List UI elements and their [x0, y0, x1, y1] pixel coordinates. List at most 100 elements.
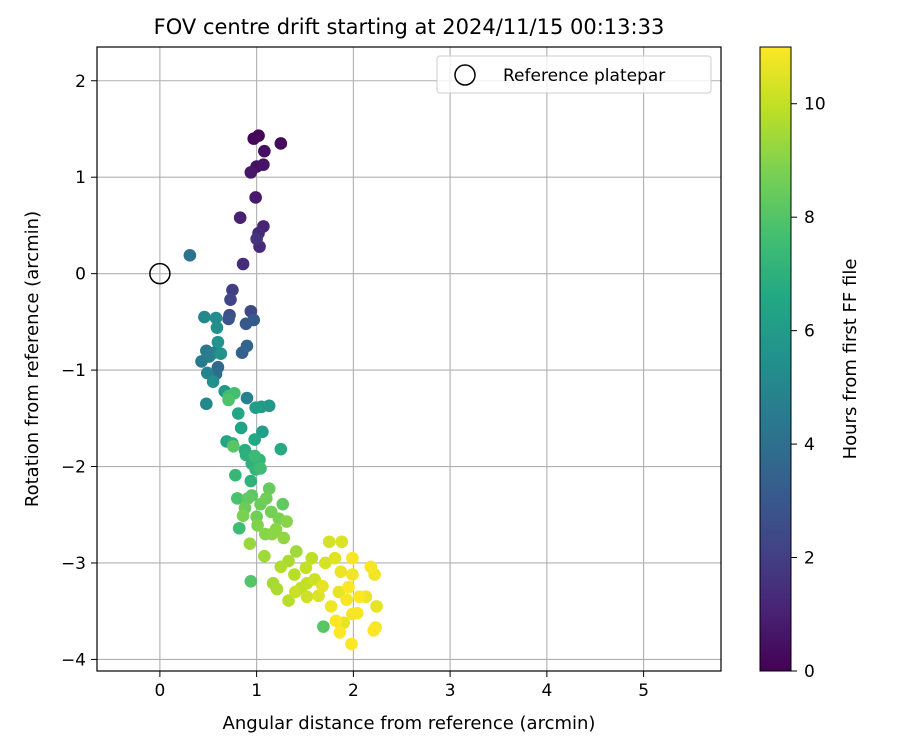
data-point: [276, 497, 290, 511]
gridlines: [97, 47, 721, 671]
data-point: [324, 600, 338, 613]
data-point: [248, 449, 261, 463]
data-point: [249, 191, 262, 204]
chart-title: FOV centre drift starting at 2024/11/15 …: [154, 15, 665, 39]
data-point: [226, 283, 239, 297]
colorbar-gradient: [759, 46, 792, 672]
colorbar-tick-label: 2: [804, 549, 815, 569]
data-point: [240, 339, 254, 353]
data-point: [222, 312, 235, 326]
data-point: [289, 585, 302, 599]
data-point: [241, 492, 255, 505]
data-point: [305, 551, 319, 565]
data-point: [183, 249, 197, 262]
data-point: [300, 590, 314, 604]
data-point: [265, 527, 279, 541]
data-point: [234, 421, 248, 435]
reference-platepar-marker: [149, 262, 171, 285]
data-point: [244, 575, 258, 588]
data-point: [251, 519, 264, 532]
data-point: [224, 293, 237, 306]
data-point: [236, 257, 250, 271]
colorbar-tick-label: 0: [804, 662, 815, 682]
data-point: [335, 535, 349, 549]
legend-marker-icon: [454, 64, 476, 86]
x-tick-label: 5: [638, 681, 649, 701]
data-point: [240, 391, 254, 405]
data-point: [229, 468, 242, 482]
data-point: [322, 535, 336, 549]
y-tick-label: −4: [61, 650, 86, 670]
colorbar-tick-label: 8: [804, 208, 815, 228]
data-point: [329, 614, 343, 628]
colorbar-label: Hours from first FF file: [840, 259, 861, 460]
data-point: [257, 158, 270, 171]
data-point: [252, 129, 265, 143]
data-point: [342, 580, 355, 594]
x-tick-label: 2: [348, 681, 359, 701]
data-point: [274, 560, 288, 574]
data-point: [258, 549, 271, 563]
data-point: [333, 626, 347, 639]
data-points: [183, 129, 383, 651]
data-point: [254, 462, 267, 475]
data-point: [274, 442, 288, 456]
legend: Reference platepar: [436, 55, 712, 94]
legend-label: Reference platepar: [503, 66, 665, 86]
y-axis-ticks: −4 −3 −2 −1 0 1 2: [61, 72, 97, 670]
data-point: [244, 166, 258, 179]
data-point: [209, 311, 223, 325]
y-axis-label: Rotation from reference (arcmin): [22, 211, 43, 507]
x-axis-ticks: 0 1 2 3 4 5: [154, 671, 649, 701]
data-point: [346, 607, 359, 621]
data-point: [249, 401, 262, 415]
data-point: [319, 556, 332, 570]
data-point: [258, 144, 271, 158]
y-tick-label: −3: [61, 554, 86, 574]
data-point: [262, 482, 276, 496]
data-point: [289, 545, 303, 558]
data-point: [270, 582, 284, 596]
data-point: [227, 439, 240, 453]
colorbar-tick-label: 10: [804, 95, 826, 115]
data-point: [312, 589, 325, 603]
x-tick-label: 0: [154, 681, 165, 701]
data-point: [198, 310, 211, 324]
data-point: [340, 593, 353, 606]
data-point: [282, 594, 295, 607]
legend-box: [436, 55, 712, 94]
data-point: [317, 620, 330, 633]
data-point: [346, 551, 359, 565]
data-point: [233, 211, 247, 225]
data-point: [328, 551, 342, 565]
data-point: [280, 515, 293, 528]
x-tick-label: 4: [541, 681, 552, 701]
data-point: [214, 347, 228, 360]
colorbar-tick-label: 6: [804, 322, 815, 342]
data-point: [346, 568, 359, 581]
data-point: [256, 425, 269, 439]
y-tick-label: −1: [61, 361, 86, 381]
x-tick-label: 1: [251, 681, 262, 701]
data-point: [243, 537, 257, 550]
data-point: [230, 492, 244, 505]
data-point: [288, 568, 301, 581]
y-tick-label: 2: [75, 72, 86, 92]
data-point: [334, 565, 348, 578]
data-point: [231, 407, 245, 420]
data-point: [316, 579, 329, 593]
data-point: [206, 375, 220, 388]
colorbar: 0 2 4 6 8 10 Hours from first FF file: [759, 46, 861, 682]
data-point: [250, 232, 263, 246]
data-point: [260, 492, 273, 505]
y-tick-label: 1: [75, 168, 86, 188]
y-tick-label: 0: [75, 265, 86, 285]
data-point: [248, 433, 261, 446]
data-point: [364, 560, 378, 574]
data-point: [367, 624, 380, 637]
data-point: [232, 521, 246, 535]
data-point: [244, 474, 258, 488]
plot-frame: [96, 46, 722, 672]
colorbar-tick-label: 4: [804, 435, 815, 455]
data-point: [299, 561, 313, 575]
